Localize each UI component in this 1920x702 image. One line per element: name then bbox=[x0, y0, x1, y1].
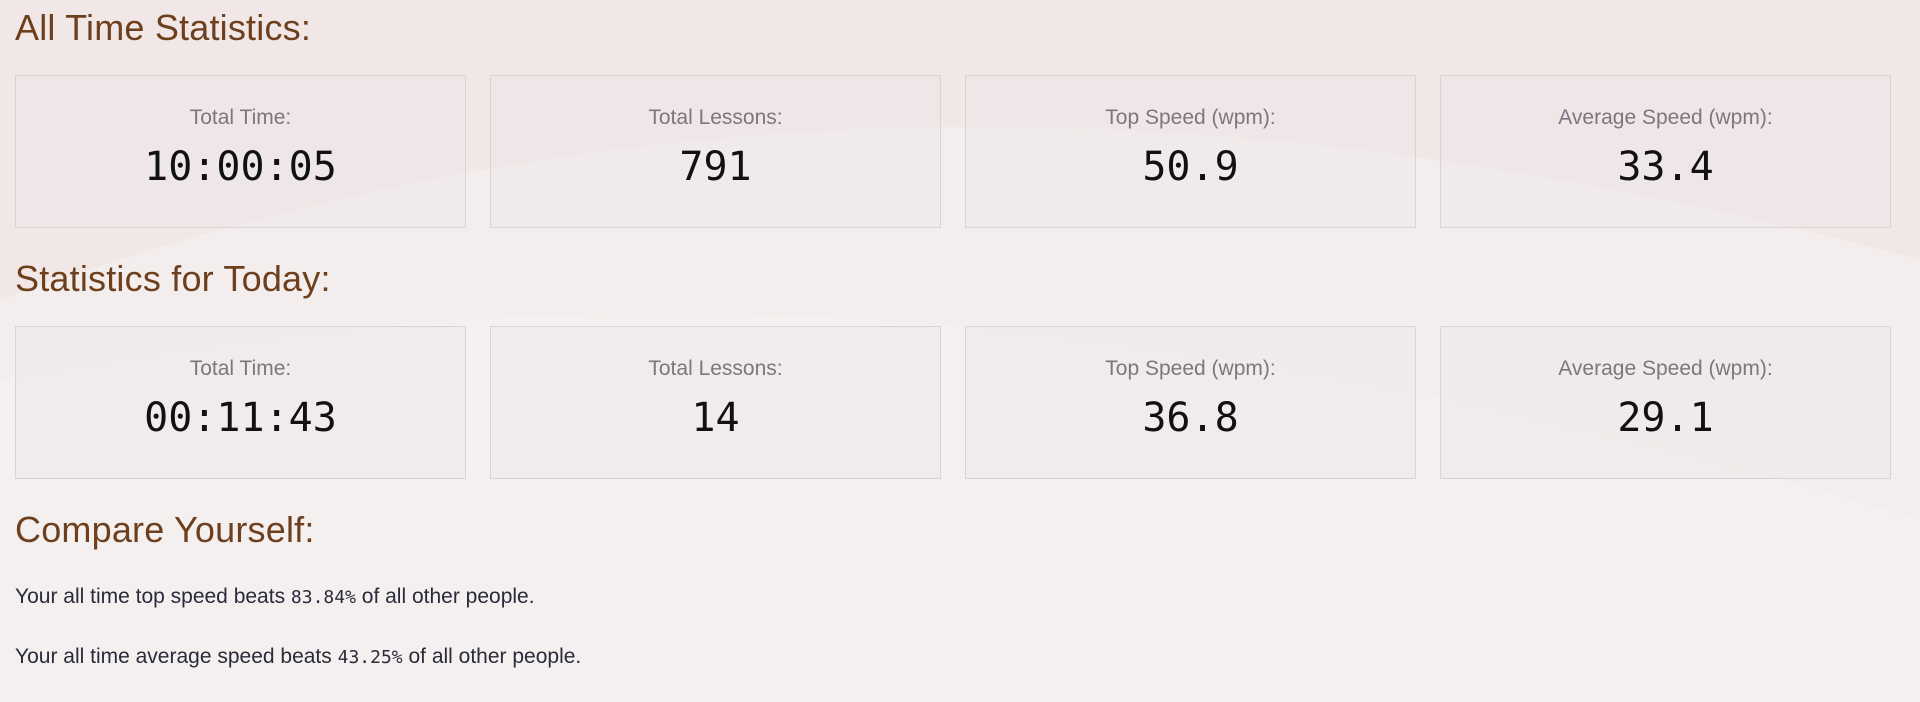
card-value: 791 bbox=[679, 144, 752, 190]
comparison-suffix: of all other people. bbox=[402, 645, 582, 668]
card-label: Total Lessons: bbox=[648, 106, 783, 129]
all-time-stats-row: Total Time: 10:00:05 Total Lessons: 791 … bbox=[15, 75, 1905, 228]
today-average-speed-card: Average Speed (wpm): 29.1 bbox=[1440, 326, 1891, 479]
all-time-total-time-card: Total Time: 10:00:05 bbox=[15, 75, 466, 228]
comparison-prefix: Your all time top speed beats bbox=[15, 585, 291, 608]
average-speed-comparison: Your all time average speed beats 43.25%… bbox=[15, 645, 1905, 669]
card-value: 00:11:43 bbox=[144, 395, 337, 441]
card-label: Total Lessons: bbox=[648, 357, 783, 380]
today-total-time-card: Total Time: 00:11:43 bbox=[15, 326, 466, 479]
card-value: 33.4 bbox=[1617, 144, 1714, 190]
today-stats-row: Total Time: 00:11:43 Total Lessons: 14 T… bbox=[15, 326, 1905, 479]
all-time-average-speed-card: Average Speed (wpm): 33.4 bbox=[1440, 75, 1891, 228]
today-top-speed-card: Top Speed (wpm): 36.8 bbox=[965, 326, 1416, 479]
card-label: Average Speed (wpm): bbox=[1558, 106, 1773, 129]
card-value: 29.1 bbox=[1617, 395, 1714, 441]
card-label: Total Time: bbox=[189, 357, 292, 380]
card-value: 10:00:05 bbox=[144, 144, 337, 190]
card-label: Average Speed (wpm): bbox=[1558, 357, 1773, 380]
statistics-page: All Time Statistics: Total Time: 10:00:0… bbox=[15, 7, 1905, 669]
today-total-lessons-card: Total Lessons: 14 bbox=[490, 326, 941, 479]
card-value: 50.9 bbox=[1142, 144, 1239, 190]
all-time-statistics-heading: All Time Statistics: bbox=[15, 7, 312, 48]
compare-yourself-heading: Compare Yourself: bbox=[15, 509, 315, 550]
top-speed-comparison: Your all time top speed beats 83.84% of … bbox=[15, 585, 1905, 609]
card-label: Total Time: bbox=[189, 106, 292, 129]
all-time-total-lessons-card: Total Lessons: 791 bbox=[490, 75, 941, 228]
comparison-prefix: Your all time average speed beats bbox=[15, 645, 338, 668]
card-value: 36.8 bbox=[1142, 395, 1239, 441]
card-value: 14 bbox=[691, 395, 740, 441]
all-time-top-speed-card: Top Speed (wpm): 50.9 bbox=[965, 75, 1416, 228]
top-speed-percentile: 83.84% bbox=[290, 587, 356, 608]
card-label: Top Speed (wpm): bbox=[1105, 357, 1276, 380]
average-speed-percentile: 43.25% bbox=[337, 647, 403, 668]
card-label: Top Speed (wpm): bbox=[1105, 106, 1276, 129]
today-statistics-heading: Statistics for Today: bbox=[15, 258, 331, 299]
comparison-suffix: of all other people. bbox=[355, 585, 535, 608]
